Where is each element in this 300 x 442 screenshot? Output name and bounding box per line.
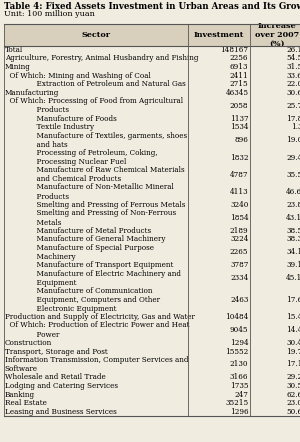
Text: 9045: 9045 <box>230 326 248 334</box>
Text: 6913: 6913 <box>230 63 248 71</box>
Text: 43.1: 43.1 <box>286 214 300 222</box>
Text: 17.1: 17.1 <box>286 360 300 369</box>
Text: 34.1: 34.1 <box>286 248 300 256</box>
Text: Manufacture of Foods: Manufacture of Foods <box>5 115 116 123</box>
Text: 4787: 4787 <box>230 171 248 179</box>
Text: 1296: 1296 <box>230 408 248 416</box>
Text: 247: 247 <box>235 391 248 399</box>
Text: 30.5: 30.5 <box>286 382 300 390</box>
Text: Manufacture of Communication
              Equipment, Computers and Other
      : Manufacture of Communication Equipment, … <box>5 286 160 313</box>
Text: 45.1: 45.1 <box>286 274 300 282</box>
Text: 1735: 1735 <box>230 382 248 390</box>
Text: Manufacture of Raw Chemical Materials
              and Chemical Products: Manufacture of Raw Chemical Materials an… <box>5 166 184 183</box>
Text: Table 4: Fixed Assets Investment in Urban Areas and Its Growth by Sector in 2008: Table 4: Fixed Assets Investment in Urba… <box>4 2 300 11</box>
Text: 22.0: 22.0 <box>286 80 300 88</box>
Text: 38.3: 38.3 <box>286 236 300 244</box>
Text: 17.8: 17.8 <box>286 115 300 123</box>
Text: 3240: 3240 <box>230 201 248 209</box>
Text: 35215: 35215 <box>225 399 248 407</box>
Text: Of Which: Production of Electric Power and Heat
              Power: Of Which: Production of Electric Power a… <box>5 321 189 339</box>
Text: Manufacture of Non-Metallic Mineral
              Products: Manufacture of Non-Metallic Mineral Prod… <box>5 183 174 201</box>
Text: Banking: Banking <box>5 391 35 399</box>
Text: Manufacture of Electric Machinery and
              Equipment: Manufacture of Electric Machinery and Eq… <box>5 270 181 287</box>
Text: 46.6: 46.6 <box>286 188 300 196</box>
Text: 17.6: 17.6 <box>286 296 300 304</box>
Text: Textile Industry: Textile Industry <box>5 123 94 131</box>
Text: 1854: 1854 <box>230 214 248 222</box>
Text: 23.0: 23.0 <box>286 399 300 407</box>
Text: Unit: 100 million yuan: Unit: 100 million yuan <box>4 10 94 18</box>
Text: Manufacture of Transport Equipment: Manufacture of Transport Equipment <box>5 261 173 269</box>
Text: 10484: 10484 <box>225 313 248 321</box>
Text: 25.7: 25.7 <box>286 102 300 110</box>
Text: 1294: 1294 <box>230 339 248 347</box>
Text: 35.5: 35.5 <box>286 171 300 179</box>
Text: Real Estate: Real Estate <box>5 399 47 407</box>
Text: 2411: 2411 <box>230 72 248 80</box>
Text: 4113: 4113 <box>230 188 248 196</box>
Text: 1534: 1534 <box>230 123 248 131</box>
Text: Wholesale and Retail Trade: Wholesale and Retail Trade <box>5 373 106 381</box>
Text: Increase
over 2007
(%): Increase over 2007 (%) <box>254 22 299 48</box>
Text: 31.5: 31.5 <box>286 63 300 71</box>
Text: 2058: 2058 <box>230 102 248 110</box>
Text: 2130: 2130 <box>230 360 248 369</box>
Text: 3787: 3787 <box>230 261 248 269</box>
Text: 14.4: 14.4 <box>286 326 300 334</box>
Text: 2256: 2256 <box>230 54 248 62</box>
Text: 46345: 46345 <box>225 89 248 97</box>
Text: Mining: Mining <box>5 63 31 71</box>
Text: Production and Supply of Electricity, Gas and Water: Production and Supply of Electricity, Ga… <box>5 313 195 321</box>
Text: 62.6: 62.6 <box>286 391 300 399</box>
Text: 33.6: 33.6 <box>286 72 300 80</box>
Text: Leasing and Business Services: Leasing and Business Services <box>5 408 116 416</box>
Text: 148167: 148167 <box>220 46 248 54</box>
Text: 30.4: 30.4 <box>286 339 300 347</box>
Text: Of Which: Mining and Washing of Coal: Of Which: Mining and Washing of Coal <box>5 72 151 80</box>
Text: 29.2: 29.2 <box>286 373 300 381</box>
Text: Smelting and Pressing of Non-Ferrous
              Metals: Smelting and Pressing of Non-Ferrous Met… <box>5 210 176 226</box>
Text: 39.1: 39.1 <box>286 261 300 269</box>
Text: Processing of Petroleum, Coking,
              Processing Nuclear Fuel: Processing of Petroleum, Coking, Process… <box>5 149 158 166</box>
Text: 19.7: 19.7 <box>286 347 300 355</box>
Text: 2265: 2265 <box>230 248 248 256</box>
Text: 26.1: 26.1 <box>286 46 300 54</box>
Text: 19.0: 19.0 <box>286 136 300 145</box>
Text: 1137: 1137 <box>230 115 248 123</box>
Text: Smelting and Pressing of Ferrous Metals: Smelting and Pressing of Ferrous Metals <box>5 201 185 209</box>
Text: Manufacturing: Manufacturing <box>5 89 59 97</box>
Text: Manufacture of Metal Products: Manufacture of Metal Products <box>5 227 151 235</box>
Text: 15552: 15552 <box>225 347 248 355</box>
Text: 1.3: 1.3 <box>291 123 300 131</box>
Text: 2463: 2463 <box>230 296 248 304</box>
Text: Manufacture of General Machinery: Manufacture of General Machinery <box>5 236 165 244</box>
Text: Agriculture, Forestry, Animal Husbandry and Fishing: Agriculture, Forestry, Animal Husbandry … <box>5 54 198 62</box>
Text: Information Transmission, Computer Services and
Software: Information Transmission, Computer Servi… <box>5 356 188 373</box>
Text: 38.5: 38.5 <box>286 227 300 235</box>
Text: Extraction of Petroleum and Natural Gas: Extraction of Petroleum and Natural Gas <box>5 80 185 88</box>
Text: Construction: Construction <box>5 339 52 347</box>
Text: 15.4: 15.4 <box>286 313 300 321</box>
Text: Manufacture of Special Purpose
              Machinery: Manufacture of Special Purpose Machinery <box>5 244 154 261</box>
Text: Of Which: Processing of Food from Agricultural
              Products: Of Which: Processing of Food from Agricu… <box>5 97 183 114</box>
Text: Manufacture of Textiles, garments, shoes
              and hats: Manufacture of Textiles, garments, shoes… <box>5 132 187 149</box>
Text: 2715: 2715 <box>230 80 248 88</box>
Text: Total: Total <box>5 46 23 54</box>
Text: Transport, Storage and Post: Transport, Storage and Post <box>5 347 108 355</box>
Text: 23.8: 23.8 <box>286 201 300 209</box>
Text: Investment: Investment <box>194 31 244 39</box>
Text: 1832: 1832 <box>230 153 248 162</box>
Text: 3224: 3224 <box>230 236 248 244</box>
Text: 896: 896 <box>235 136 248 145</box>
Text: 29.4: 29.4 <box>286 153 300 162</box>
Text: 3166: 3166 <box>230 373 248 381</box>
Text: 50.6: 50.6 <box>286 408 300 416</box>
Text: 54.5: 54.5 <box>286 54 300 62</box>
Text: 30.6: 30.6 <box>286 89 300 97</box>
Text: 2189: 2189 <box>230 227 248 235</box>
Text: Sector: Sector <box>81 31 110 39</box>
Text: Lodging and Catering Services: Lodging and Catering Services <box>5 382 118 390</box>
Text: 2334: 2334 <box>230 274 248 282</box>
